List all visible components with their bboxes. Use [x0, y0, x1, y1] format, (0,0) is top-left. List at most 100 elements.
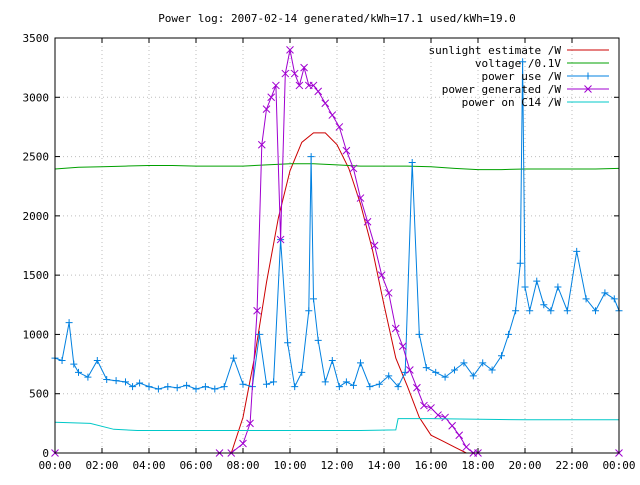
data-point — [573, 247, 581, 255]
data-point — [305, 307, 313, 315]
data-point — [310, 295, 317, 303]
y-tick-label: 0 — [42, 447, 49, 460]
data-point — [112, 377, 120, 385]
data-point — [455, 431, 464, 440]
data-point — [415, 330, 423, 338]
data-point — [434, 411, 442, 419]
legend-label: sunlight estimate /W — [429, 44, 562, 57]
legend-label: voltage /0.1V — [475, 57, 561, 70]
data-point — [307, 153, 315, 161]
legend-label: power use /W — [482, 70, 562, 83]
legend-label: power generated /W — [442, 83, 562, 96]
x-tick-label: 10:00 — [273, 459, 306, 472]
data-point — [512, 307, 520, 315]
data-point — [342, 146, 351, 155]
y-tick-label: 2500 — [23, 151, 50, 164]
legend-marker — [584, 72, 592, 80]
data-point — [272, 81, 280, 90]
data-point — [427, 404, 435, 412]
data-point — [314, 87, 323, 96]
data-point — [540, 301, 548, 309]
ticks: 0 500 1000 1500 2000 2500 3000 3500 00:00 02:00 04… — [23, 32, 636, 472]
y-tick-label: 3500 — [23, 32, 50, 45]
data-point — [335, 383, 343, 391]
data-point — [547, 307, 555, 315]
data-point — [422, 364, 430, 372]
data-point — [582, 295, 590, 303]
y-tick-label: 2000 — [23, 210, 50, 223]
x-tick-label: 00:00 — [38, 459, 71, 472]
series-line-sunlight-estimate-w — [55, 132, 619, 454]
data-point — [462, 443, 471, 451]
data-point — [448, 421, 457, 430]
series-line-voltage-0-1v — [54, 163, 620, 171]
data-point — [398, 342, 407, 351]
data-point — [441, 373, 449, 381]
data-point — [70, 360, 78, 368]
data-point — [460, 359, 468, 367]
data-point — [357, 359, 364, 367]
data-point — [349, 164, 358, 173]
x-tick-label: 00:00 — [602, 459, 635, 472]
x-tick-label: 02:00 — [85, 459, 118, 472]
x-tick-label: 14:00 — [367, 459, 400, 472]
data-point — [479, 359, 487, 367]
data-point — [375, 380, 383, 388]
data-point — [328, 357, 336, 365]
data-point — [154, 385, 162, 393]
data-point — [103, 375, 111, 383]
data-point — [295, 81, 304, 90]
data-point — [58, 357, 66, 365]
data-point — [246, 419, 254, 428]
x-tick-label: 04:00 — [132, 459, 165, 472]
y-tick-label: 1500 — [23, 269, 50, 282]
data-point — [281, 69, 290, 78]
series-voltage-0-1v — [54, 163, 620, 171]
data-point — [356, 194, 365, 202]
data-point — [255, 330, 263, 338]
series-line-power-on-c14-w — [54, 418, 619, 431]
data-point — [342, 378, 350, 386]
data-point — [526, 307, 534, 315]
data-point — [75, 368, 82, 376]
data-point — [469, 372, 477, 380]
series-power-on-c14-w — [54, 418, 619, 431]
data-point — [385, 372, 393, 380]
data-point — [377, 271, 386, 279]
series-sunlight-estimate-w — [55, 132, 619, 454]
data-point — [432, 368, 440, 376]
x-tick-label: 16:00 — [414, 459, 447, 472]
data-point — [394, 383, 402, 391]
data-point — [298, 368, 306, 376]
x-tick-label: 08:00 — [226, 459, 259, 472]
series-power-generated-w — [51, 46, 623, 457]
data-point — [441, 413, 449, 422]
data-point — [321, 378, 329, 386]
data-point — [211, 385, 219, 393]
data-point — [391, 324, 400, 333]
data-point — [601, 289, 609, 297]
data-point — [328, 111, 337, 119]
data-point — [276, 235, 285, 244]
data-point — [321, 99, 330, 108]
y-tick-label: 3000 — [23, 91, 50, 104]
legend-marker — [584, 85, 592, 93]
data-point — [286, 46, 294, 54]
data-point — [84, 373, 92, 381]
data-point — [173, 384, 181, 392]
data-point — [451, 366, 458, 374]
data-point — [284, 339, 292, 347]
data-point — [136, 379, 144, 387]
data-point — [405, 366, 414, 374]
data-point — [93, 357, 101, 365]
data-point — [363, 217, 372, 226]
x-tick-label: 12:00 — [320, 459, 353, 472]
data-point — [300, 63, 308, 72]
data-point — [488, 366, 496, 374]
data-point — [291, 383, 299, 391]
data-point — [498, 352, 505, 360]
data-point — [262, 105, 271, 113]
